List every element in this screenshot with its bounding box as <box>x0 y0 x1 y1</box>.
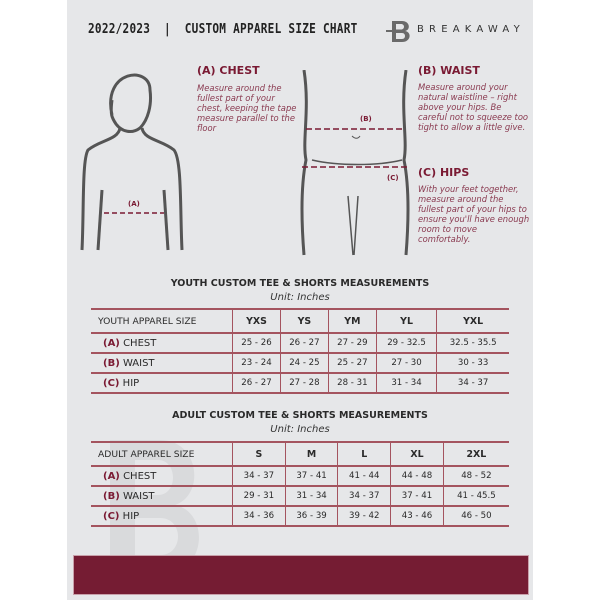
hips-description: With your feet together, measure around … <box>418 184 530 244</box>
table-cell: 44 - 48 <box>390 465 444 487</box>
footer-band <box>73 555 529 595</box>
adult-size-table: ADULT APPAREL SIZE S M L XL 2XL (A) CHEST 34 - … <box>91 441 509 527</box>
table-cell: 27 - 29 <box>327 332 377 354</box>
table-cell: 34 - 37 <box>232 465 286 487</box>
table-cell: 39 - 42 <box>337 505 391 527</box>
header-cell: S <box>232 441 286 467</box>
measurement-code: (C) <box>103 510 120 522</box>
brand-name: BREAKAWAY <box>417 24 525 35</box>
measurement-code: (C) <box>103 377 120 389</box>
table-cell: 29 - 32.5 <box>375 332 437 354</box>
table-cell: 26 - 27 <box>279 332 329 354</box>
hips-heading: (C) HIPS <box>418 166 470 179</box>
table-row: (A) CHEST 25 - 26 26 - 27 27 - 29 29 - 32.5 3… <box>91 332 509 354</box>
header-cell: M <box>284 441 338 467</box>
header-cell: 2XL <box>442 441 509 467</box>
waist-description: Measure around your natural waistline – … <box>418 82 529 132</box>
upper-body-figure: (A) <box>80 73 184 251</box>
youth-table-title: YOUTH CUSTOM TEE & SHORTS MEASUREMENTS <box>170 278 430 289</box>
waist-heading: (B) WAIST <box>418 64 480 77</box>
adult-table-title: ADULT CUSTOM TEE & SHORTS MEASUREMENTS <box>172 410 428 421</box>
measurement-name: HIP <box>122 377 140 389</box>
measurement-code: (B) <box>103 490 120 502</box>
measurement-label: (A) CHEST <box>91 465 233 487</box>
table-header-row: ADULT APPAREL SIZE S M L XL 2XL <box>91 441 509 467</box>
header-cell: YXS <box>232 308 281 334</box>
table-row: (A) CHEST 34 - 37 37 - 41 41 - 44 44 - 48 48 … <box>91 465 509 487</box>
table-row: (B) WAIST 23 - 24 24 - 25 25 - 27 27 - 30 30 … <box>91 352 509 374</box>
table-cell: 29 - 31 <box>232 485 286 507</box>
table-cell: 43 - 46 <box>390 505 444 527</box>
table-row: (C) HIP 26 - 27 27 - 28 28 - 31 31 - 34 34 - … <box>91 372 509 394</box>
measurement-name: WAIST <box>122 490 155 502</box>
table-cell: 24 - 25 <box>279 352 329 374</box>
table-cell: 27 - 30 <box>375 352 437 374</box>
adult-unit: Unit: Inches <box>270 424 330 435</box>
youth-size-table: YOUTH APPAREL SIZE YXS YS YM YL YXL (A) CHEST 2… <box>91 308 509 394</box>
measurement-name: CHEST <box>123 470 157 482</box>
chest-description: Measure around the fullest part of your … <box>197 83 297 133</box>
measurement-name: WAIST <box>122 357 155 369</box>
table-cell: 34 - 37 <box>436 372 509 394</box>
table-cell: 41 - 44 <box>337 465 391 487</box>
header-cell: ADULT APPAREL SIZE <box>91 441 233 467</box>
table-cell: 31 - 34 <box>284 485 338 507</box>
measurement-label: (B) WAIST <box>91 485 233 507</box>
header-cell: L <box>337 441 391 467</box>
measurement-name: CHEST <box>123 337 157 349</box>
table-cell: 26 - 27 <box>232 372 281 394</box>
table-cell: 28 - 31 <box>327 372 377 394</box>
table-cell: 37 - 41 <box>390 485 444 507</box>
brand-logo-icon <box>386 21 410 42</box>
measurement-label: (B) WAIST <box>91 352 233 374</box>
table-cell: 46 - 50 <box>442 505 509 527</box>
youth-unit: Unit: Inches <box>270 292 330 303</box>
table-cell: 30 - 33 <box>436 352 509 374</box>
header-cell: XL <box>390 441 444 467</box>
header-cell: YXL <box>436 308 509 334</box>
table-cell: 34 - 37 <box>337 485 391 507</box>
measurement-label: (C) HIP <box>91 372 233 394</box>
table-row: (B) WAIST 29 - 31 31 - 34 34 - 37 37 - 41 41 … <box>91 485 509 507</box>
lower-body-figure: (B) (C) <box>300 70 410 256</box>
table-row: (C) HIP 34 - 36 36 - 39 39 - 42 43 - 46 46 - … <box>91 505 509 527</box>
table-cell: 36 - 39 <box>284 505 338 527</box>
table-cell: 34 - 36 <box>232 505 286 527</box>
table-cell: 31 - 34 <box>375 372 437 394</box>
table-cell: 48 - 52 <box>442 465 509 487</box>
measurement-code: (A) <box>103 470 120 482</box>
table-cell: 37 - 41 <box>284 465 338 487</box>
measurement-label: (C) HIP <box>91 505 233 527</box>
header-cell: YM <box>327 308 377 334</box>
header-cell: YOUTH APPAREL SIZE <box>91 308 233 334</box>
header-cell: YL <box>375 308 437 334</box>
measurement-code: (B) <box>103 357 120 369</box>
table-header-row: YOUTH APPAREL SIZE YXS YS YM YL YXL <box>91 308 509 334</box>
table-cell: 23 - 24 <box>232 352 281 374</box>
table-cell: 25 - 27 <box>327 352 377 374</box>
waist-marker: (B) <box>360 115 372 123</box>
measurement-code: (A) <box>103 337 120 349</box>
hips-marker: (C) <box>387 174 399 182</box>
chest-marker: (A) <box>128 200 140 208</box>
chest-heading: (A) CHEST <box>197 64 260 77</box>
table-cell: 32.5 - 35.5 <box>436 332 509 354</box>
table-cell: 27 - 28 <box>279 372 329 394</box>
measurement-name: HIP <box>122 510 140 522</box>
table-cell: 41 - 45.5 <box>442 485 509 507</box>
table-cell: 25 - 26 <box>232 332 281 354</box>
page-title: 2022/2023 | CUSTOM APPAREL SIZE CHART <box>88 21 358 37</box>
measurement-label: (A) CHEST <box>91 332 233 354</box>
header-cell: YS <box>279 308 329 334</box>
